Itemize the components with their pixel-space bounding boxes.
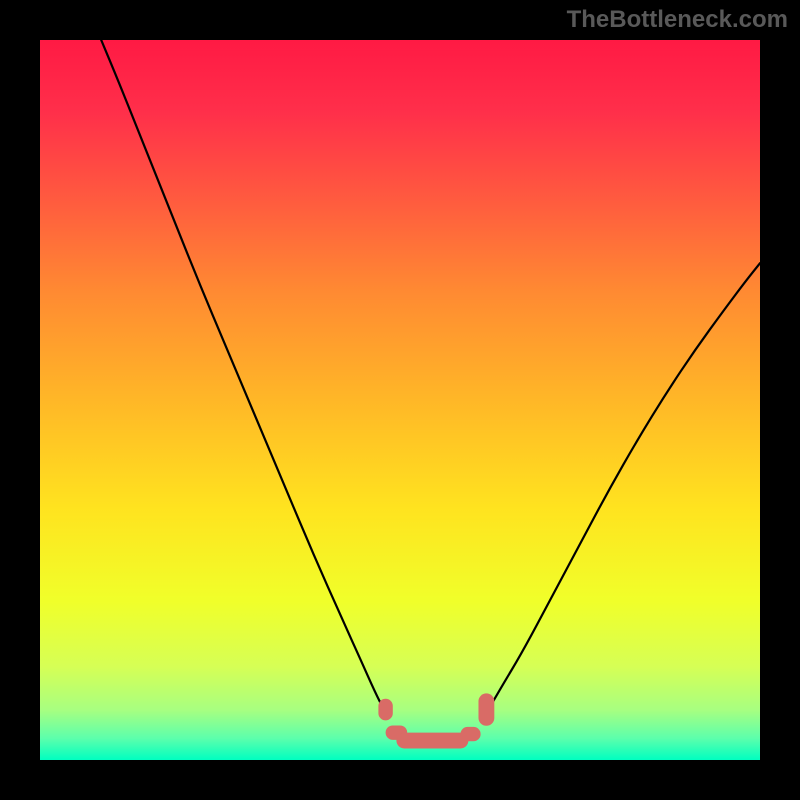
watermark-text: TheBottleneck.com — [567, 6, 788, 34]
plot-area — [40, 40, 760, 760]
bottleneck-curve — [40, 40, 760, 760]
chart-canvas: TheBottleneck.com — [0, 0, 800, 800]
